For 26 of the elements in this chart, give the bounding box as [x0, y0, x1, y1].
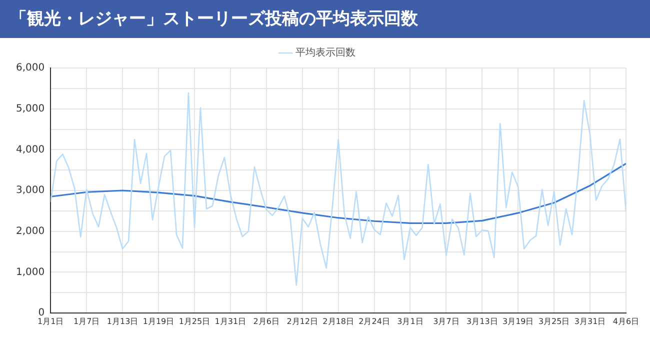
x-tick-label: 4月6日	[612, 317, 640, 326]
legend-label: 平均表示回数	[296, 46, 356, 59]
y-tick-label: 2,000	[16, 226, 45, 237]
y-tick-label: 5,000	[16, 103, 45, 114]
x-tick-label: 3月1日	[397, 317, 424, 326]
y-tick-label: 3,000	[16, 185, 45, 196]
x-tick-label: 3月31日	[574, 317, 606, 326]
y-tick-label: 6,000	[16, 62, 45, 74]
x-tick-label: 3月25日	[538, 317, 570, 326]
x-tick-label: 1月19日	[142, 317, 174, 326]
x-tick-label: 2月12日	[286, 317, 318, 326]
x-tick-label: 1月25日	[178, 317, 210, 326]
x-tick-label: 1月13日	[106, 317, 138, 326]
x-tick-label: 3月13日	[466, 317, 498, 326]
x-tick-label: 3月7日	[433, 317, 460, 326]
y-tick-label: 1,000	[16, 266, 45, 278]
x-tick-label: 1月1日	[38, 317, 64, 326]
x-tick-label: 2月6日	[253, 317, 280, 326]
x-tick-label: 1月7日	[73, 317, 100, 326]
y-tick-label: 0	[38, 308, 45, 319]
y-tick-label: 4,000	[16, 144, 45, 156]
x-tick-label: 3月19日	[502, 317, 534, 326]
x-tick-label: 2月24日	[358, 317, 390, 326]
x-tick-label: 1月31日	[214, 317, 246, 326]
chart-title: 「観光・レジャー」ストーリーズ投稿の平均表示回数	[0, 0, 650, 38]
x-tick-label: 2月18日	[322, 317, 354, 326]
